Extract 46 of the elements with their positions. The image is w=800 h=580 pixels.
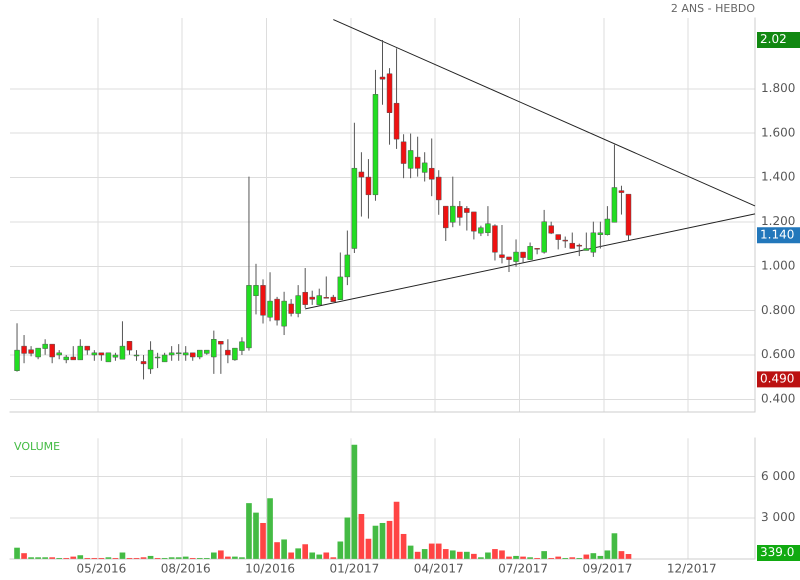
bar (422, 549, 428, 559)
bar (148, 556, 154, 559)
bar (260, 522, 266, 559)
bar (77, 555, 84, 559)
y-tick-label: 3 000 (761, 510, 796, 524)
chart-title: VOLUME (14, 440, 60, 454)
bar (408, 546, 414, 559)
bar (513, 556, 519, 559)
y-tick-label: 1.600 (761, 125, 796, 140)
y-tick-label: 0.600 (761, 347, 796, 362)
bar (464, 552, 470, 559)
bar (414, 552, 420, 559)
y-tick-label: 1.200 (761, 214, 796, 228)
y-tick-label: 0.800 (761, 302, 796, 317)
x-tick-label: 08/2016 (160, 561, 211, 576)
bar (302, 544, 308, 559)
bar (120, 552, 126, 559)
bar (450, 550, 456, 559)
x-tick-label: 10/2016 (245, 561, 295, 576)
bar (295, 548, 301, 559)
bar (267, 498, 273, 559)
bar (541, 551, 547, 559)
y-tick-label: 1.800 (761, 80, 796, 95)
x-tick-label: 04/2017 (414, 561, 464, 576)
x-tick-label: 12/2017 (666, 561, 717, 576)
bar (14, 548, 20, 559)
y-tick-label: 1.400 (761, 170, 796, 184)
chart-subtitle: 2 ANS - HEBDO (670, 2, 756, 15)
x-tick-label: 09/2017 (582, 561, 632, 576)
text: 2.02 (760, 32, 787, 46)
bar (583, 554, 590, 559)
y-tick-label: 0.400 (761, 392, 796, 406)
text: 0.490 (760, 372, 794, 386)
text: 339.0 (760, 545, 794, 560)
bar (471, 554, 477, 559)
bar (456, 552, 463, 559)
bar (288, 552, 294, 559)
x-tick-label: 01/2017 (329, 561, 380, 576)
x-tick-label: 07/2017 (498, 561, 548, 576)
x-tick-label: 05/2016 (76, 561, 126, 576)
bar (281, 539, 287, 559)
text: 1.140 (760, 227, 794, 242)
bar (21, 553, 27, 559)
y-tick-label: 6 000 (761, 468, 796, 483)
y-tick-label: 1.000 (761, 258, 796, 272)
bar (274, 542, 280, 559)
